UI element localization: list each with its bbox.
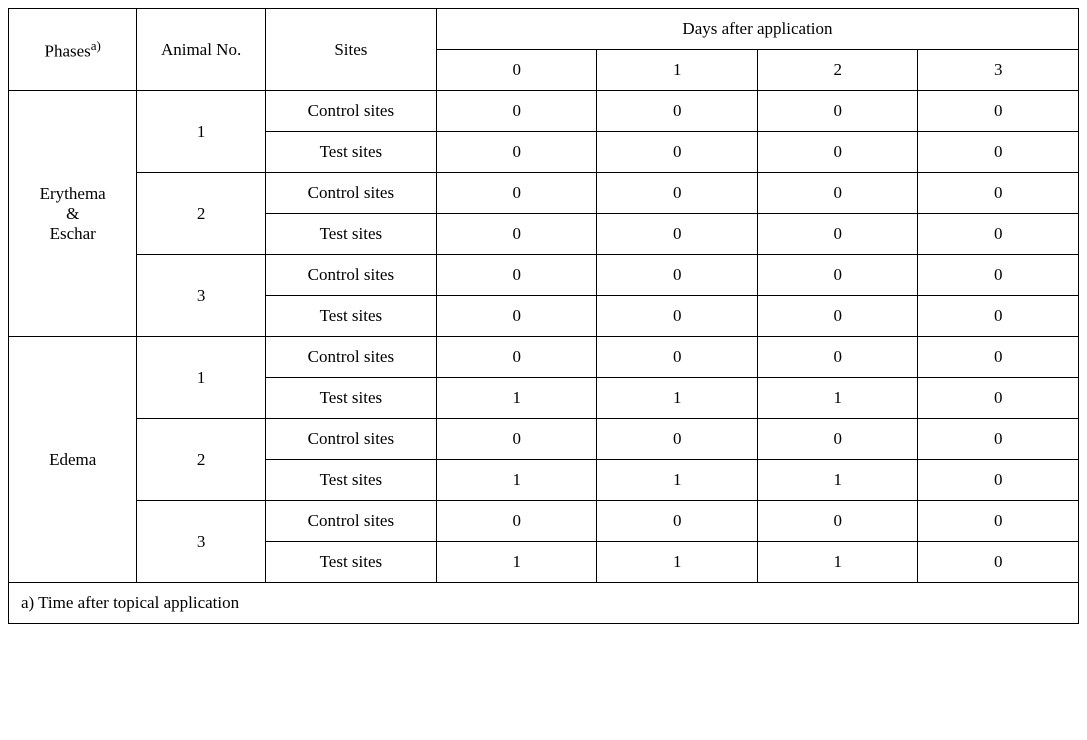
table-body: Erythema&Eschar1Control sites0000Test si… [9,91,1079,624]
animal-no-cell: 3 [137,501,265,583]
phase-cell: Edema [9,337,137,583]
header-phases-sup: a) [91,38,101,53]
value-cell: 0 [436,132,597,173]
value-cell: 1 [757,460,918,501]
value-cell: 0 [918,460,1079,501]
value-cell: 0 [597,419,758,460]
animal-no-cell: 3 [137,255,265,337]
site-cell: Test sites [265,378,436,419]
site-cell: Control sites [265,337,436,378]
phase-label-line: & [17,204,128,224]
value-cell: 0 [918,132,1079,173]
header-day-2: 2 [757,50,918,91]
value-cell: 0 [436,255,597,296]
table-row: Erythema&Eschar1Control sites0000 [9,91,1079,132]
header-days: Days after application [436,9,1078,50]
value-cell: 0 [436,419,597,460]
phase-label-line: Edema [17,450,128,470]
phase-cell: Erythema&Eschar [9,91,137,337]
animal-no-cell: 2 [137,173,265,255]
site-cell: Test sites [265,132,436,173]
table-row: 2Control sites0000 [9,419,1079,460]
table-row: Edema1Control sites0000 [9,337,1079,378]
value-cell: 0 [918,419,1079,460]
value-cell: 0 [918,501,1079,542]
value-cell: 0 [597,214,758,255]
value-cell: 1 [436,460,597,501]
value-cell: 0 [436,91,597,132]
value-cell: 0 [757,214,918,255]
header-animal-no: Animal No. [137,9,265,91]
footnote-row: a) Time after topical application [9,583,1079,624]
value-cell: 0 [436,337,597,378]
header-phases-text: Phases [45,41,91,60]
site-cell: Control sites [265,501,436,542]
header-day-1: 1 [597,50,758,91]
value-cell: 0 [436,173,597,214]
animal-no-cell: 2 [137,419,265,501]
value-cell: 0 [918,296,1079,337]
value-cell: 0 [597,255,758,296]
value-cell: 0 [597,296,758,337]
value-cell: 0 [757,255,918,296]
table-row: 3Control sites0000 [9,255,1079,296]
value-cell: 0 [757,419,918,460]
header-day-0: 0 [436,50,597,91]
value-cell: 1 [757,378,918,419]
value-cell: 0 [918,378,1079,419]
value-cell: 0 [918,91,1079,132]
value-cell: 0 [436,296,597,337]
value-cell: 0 [597,132,758,173]
site-cell: Control sites [265,255,436,296]
animal-no-cell: 1 [137,91,265,173]
value-cell: 1 [597,542,758,583]
data-table: Phasesa) Animal No. Sites Days after app… [8,8,1079,624]
value-cell: 0 [597,337,758,378]
value-cell: 0 [757,132,918,173]
phase-label-line: Erythema [17,184,128,204]
value-cell: 0 [597,91,758,132]
value-cell: 0 [918,173,1079,214]
site-cell: Control sites [265,419,436,460]
value-cell: 0 [757,173,918,214]
site-cell: Control sites [265,173,436,214]
value-cell: 0 [757,501,918,542]
value-cell: 1 [436,378,597,419]
value-cell: 1 [597,378,758,419]
value-cell: 0 [918,255,1079,296]
value-cell: 0 [436,214,597,255]
value-cell: 0 [597,173,758,214]
value-cell: 0 [757,296,918,337]
value-cell: 0 [918,542,1079,583]
site-cell: Test sites [265,296,436,337]
header-day-3: 3 [918,50,1079,91]
animal-no-cell: 1 [137,337,265,419]
site-cell: Test sites [265,214,436,255]
value-cell: 0 [918,337,1079,378]
phase-label-line: Eschar [17,224,128,244]
site-cell: Test sites [265,542,436,583]
header-sites: Sites [265,9,436,91]
site-cell: Test sites [265,460,436,501]
value-cell: 1 [597,460,758,501]
table-header: Phasesa) Animal No. Sites Days after app… [9,9,1079,91]
header-phases: Phasesa) [9,9,137,91]
value-cell: 0 [757,337,918,378]
value-cell: 1 [757,542,918,583]
footnote-cell: a) Time after topical application [9,583,1079,624]
header-row-1: Phasesa) Animal No. Sites Days after app… [9,9,1079,50]
table-row: 2Control sites0000 [9,173,1079,214]
value-cell: 1 [436,542,597,583]
site-cell: Control sites [265,91,436,132]
value-cell: 0 [918,214,1079,255]
value-cell: 0 [597,501,758,542]
value-cell: 0 [757,91,918,132]
table-row: 3Control sites0000 [9,501,1079,542]
value-cell: 0 [436,501,597,542]
